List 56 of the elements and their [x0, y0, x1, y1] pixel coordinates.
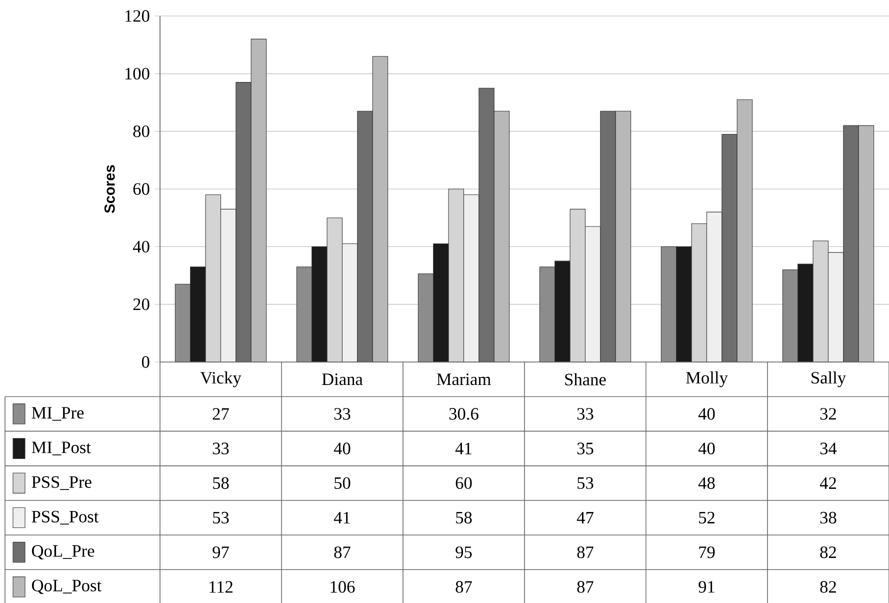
legend-label: PSS_Pre: [32, 476, 92, 490]
data-label: 41: [455, 442, 472, 454]
x-tick-label: Mariam: [436, 373, 491, 386]
data-label: 95: [456, 546, 472, 558]
data-label: 82: [820, 581, 836, 593]
y-tick-label: 20: [133, 298, 150, 310]
data-label: 97: [212, 546, 229, 558]
data-label: 40: [334, 442, 350, 454]
data-label: 112: [210, 581, 232, 593]
data-label: 87: [577, 546, 594, 558]
data-label: 33: [577, 408, 594, 420]
data-label: 40: [698, 442, 715, 454]
data-label: 82: [820, 546, 836, 558]
data-label: 47: [576, 512, 594, 524]
x-tick-label: Diana: [322, 373, 363, 386]
data-label: 27: [212, 408, 229, 420]
y-tick-label: 0: [142, 356, 150, 368]
x-tick-label: Vicky: [200, 371, 242, 388]
y-tick-label: 60: [133, 183, 150, 195]
data-label: 58: [213, 477, 229, 489]
y-tick-label: 100: [125, 68, 150, 80]
data-label: 79: [699, 546, 715, 558]
data-label: 87: [577, 581, 594, 593]
y-tick-label: 120: [125, 10, 150, 22]
y-tick-label: 40: [132, 240, 150, 253]
data-label: 30.6: [449, 408, 478, 420]
data-label: 87: [334, 546, 350, 558]
data-label: 91: [698, 581, 714, 593]
data-label: 40: [698, 408, 715, 420]
legend-label: PSS_Post: [32, 510, 99, 525]
data-label: 42: [820, 477, 836, 489]
legend-label: MI_Pre: [32, 407, 84, 421]
data-label: 32: [820, 408, 836, 420]
x-tick-label: Sally: [812, 371, 846, 388]
legend-label: MI_Post: [32, 442, 91, 456]
data-label: 35: [577, 442, 594, 454]
data-label: 53: [213, 512, 229, 524]
data-label: 33: [212, 442, 229, 454]
data-label: 38: [820, 512, 836, 524]
data-label: 53: [578, 477, 594, 489]
legend-label: QoL_Pre: [32, 545, 94, 560]
x-tick-label: Shane: [565, 373, 606, 386]
legend-label: QoL_Post: [32, 580, 102, 594]
data-label: 58: [456, 512, 472, 524]
data-label: 33: [334, 408, 350, 420]
x-tick-label: Molly: [686, 371, 728, 388]
y-axis-title: Scores: [104, 165, 115, 214]
data-label: 50: [334, 477, 350, 489]
data-label: 34: [820, 442, 837, 454]
data-label: 106: [330, 581, 355, 593]
data-label: 52: [699, 512, 714, 524]
data-label: 87: [456, 581, 472, 593]
y-tick-label: 80: [133, 125, 150, 138]
data-label: 60: [456, 477, 472, 489]
data-label: 41: [334, 512, 350, 524]
data-label: 48: [698, 477, 715, 489]
